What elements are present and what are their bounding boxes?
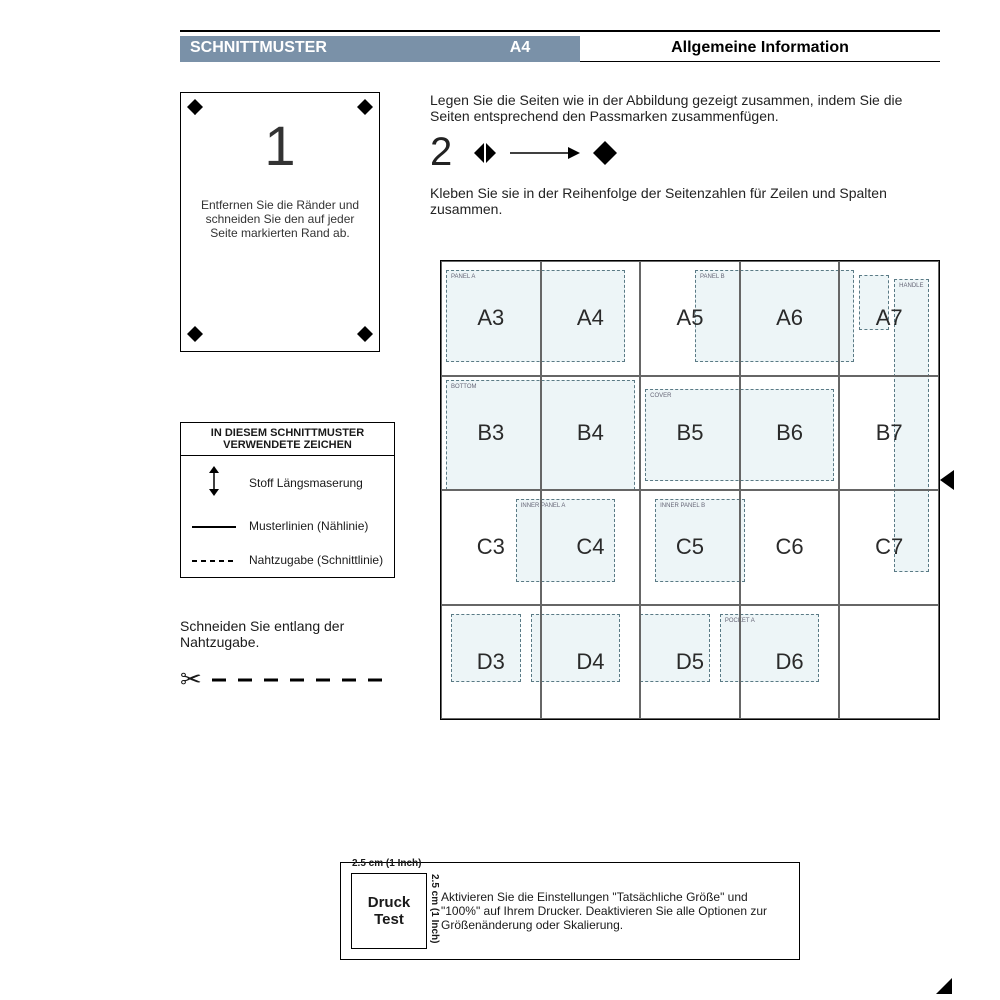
pattern-piece: INNER PANEL B — [655, 499, 745, 581]
assembly-diagram: PANEL A PANEL B BOTTOM COVER HANDLE INNER PAN… — [440, 260, 940, 720]
step2-number: 2 — [430, 130, 452, 175]
corner-mark-icon — [187, 326, 203, 345]
print-test-square: 2.5 cm (1 Inch) 2.5 cm (1 Inch) Druck Te… — [351, 873, 427, 949]
print-test-text: Aktivieren Sie die Einstellungen "Tatsäc… — [441, 890, 785, 932]
top-rule — [180, 30, 940, 32]
header-mid: A4 — [460, 36, 580, 62]
header-left: SCHNITTMUSTER — [180, 36, 460, 62]
pieces-layer: PANEL A PANEL B BOTTOM COVER HANDLE INNER PAN… — [441, 261, 939, 719]
print-test-dim-top: 2.5 cm (1 Inch) — [352, 858, 421, 869]
pattern-piece: INNER PANEL A — [516, 499, 616, 581]
step1-box: 1 Entfernen Sie die Ränder und schneiden… — [180, 92, 380, 352]
step2-text-b: Kleben Sie sie in der Reihenfolge der Se… — [430, 185, 940, 217]
step2-text-a: Legen Sie die Seiten wie in der Abbildun… — [430, 92, 940, 124]
alignment-diagram — [472, 140, 618, 166]
pattern-piece: PANEL B — [695, 270, 854, 362]
corner-mark-icon — [357, 326, 373, 345]
print-test-box: 2.5 cm (1 Inch) 2.5 cm (1 Inch) Druck Te… — [340, 862, 800, 960]
print-test-dim-side: 2.5 cm (1 Inch) — [429, 874, 440, 943]
piece-label: PANEL B — [700, 274, 725, 281]
arrow-right-icon — [510, 146, 580, 160]
half-diamond-left-icon — [472, 140, 498, 166]
piece-label: BOTTOM — [451, 384, 477, 391]
diamond-icon — [592, 140, 618, 166]
print-test-square-label: Druck Test — [352, 894, 426, 928]
piece-label: HANDLE — [899, 283, 923, 290]
cut-dash-icon — [212, 677, 382, 683]
legend-pattern-label: Musterlinien (Nählinie) — [249, 519, 368, 533]
piece-label: PANEL A — [451, 274, 475, 281]
step1-number: 1 — [195, 113, 365, 178]
step1-text: Entfernen Sie die Ränder und schneiden S… — [195, 198, 365, 240]
grain-arrow-icon — [191, 466, 237, 499]
scissors-icon: ✂ — [180, 664, 202, 695]
header-bar: SCHNITTMUSTER A4 Allgemeine Information — [180, 36, 940, 62]
pattern-piece: COVER — [645, 389, 834, 481]
corner-mark-icon — [187, 99, 203, 118]
pattern-piece: PANEL A — [446, 270, 625, 362]
side-marker-icon — [940, 470, 954, 490]
cut-note: Schneiden Sie entlang der Nahtzugabe. — [180, 618, 380, 650]
pattern-piece — [640, 614, 710, 683]
dashed-line-icon — [191, 553, 237, 567]
piece-label: POCKET A — [725, 618, 755, 625]
pattern-piece — [531, 614, 621, 683]
piece-label: INNER PANEL A — [521, 503, 566, 510]
piece-label: INNER PANEL B — [660, 503, 705, 510]
page-corner-icon — [936, 978, 952, 994]
legend-grain-label: Stoff Längsmaserung — [249, 476, 363, 490]
piece-label: COVER — [650, 393, 671, 400]
header-right: Allgemeine Information — [580, 36, 940, 62]
legend-seam-label: Nahtzugabe (Schnittlinie) — [249, 553, 383, 567]
pattern-piece: POCKET A — [720, 614, 820, 683]
solid-line-icon — [191, 519, 237, 533]
pattern-piece — [451, 614, 521, 683]
legend-box: IN DIESEM SCHNITTMUSTER VERWENDETE ZEICH… — [180, 422, 395, 578]
pattern-piece — [859, 275, 889, 330]
pattern-piece: HANDLE — [894, 279, 929, 572]
pattern-piece: BOTTOM — [446, 380, 635, 490]
corner-mark-icon — [357, 99, 373, 118]
legend-title: IN DIESEM SCHNITTMUSTER VERWENDETE ZEICH… — [181, 423, 394, 456]
